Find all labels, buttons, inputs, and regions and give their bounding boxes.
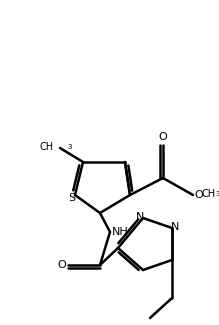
- Text: 3: 3: [67, 144, 71, 150]
- Text: CH: CH: [40, 142, 54, 152]
- Text: N: N: [136, 212, 144, 222]
- Text: NH: NH: [112, 227, 129, 237]
- Text: O: O: [159, 132, 167, 142]
- Text: N: N: [171, 222, 179, 232]
- Text: CH: CH: [202, 189, 216, 199]
- Text: O: O: [57, 260, 66, 270]
- Text: O: O: [194, 190, 203, 200]
- Text: S: S: [68, 193, 76, 203]
- Text: 3: 3: [215, 191, 219, 197]
